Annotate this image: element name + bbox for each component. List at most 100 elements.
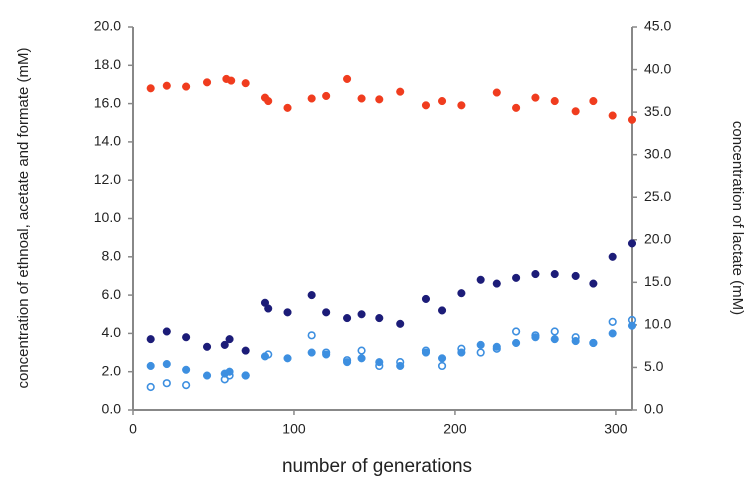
point xyxy=(589,338,598,348)
point xyxy=(182,365,191,374)
y2-axis-label: concentration of lactate (mM) xyxy=(729,121,746,315)
point xyxy=(571,333,580,342)
point xyxy=(476,348,485,357)
point xyxy=(225,371,234,380)
point xyxy=(437,361,447,371)
point xyxy=(492,344,501,353)
point xyxy=(457,101,466,110)
point xyxy=(608,252,617,261)
point xyxy=(492,342,501,351)
point xyxy=(375,361,384,371)
point xyxy=(357,94,366,103)
point xyxy=(421,101,431,110)
y2-tick-label: 20.0 xyxy=(644,230,671,246)
point xyxy=(357,310,366,319)
point xyxy=(396,358,405,367)
y-tick-label: 20.0 xyxy=(94,18,121,34)
point xyxy=(512,273,521,282)
point xyxy=(627,315,637,325)
point xyxy=(492,279,501,288)
point xyxy=(322,308,331,317)
point xyxy=(283,308,292,317)
point xyxy=(589,96,598,106)
x-tick-label: 300 xyxy=(604,421,628,437)
point xyxy=(182,333,191,342)
y-tick-label: 18.0 xyxy=(94,56,121,72)
point xyxy=(571,271,580,281)
point xyxy=(202,78,212,87)
point xyxy=(220,375,229,384)
point xyxy=(531,269,540,279)
point xyxy=(627,321,637,330)
y-tick-label: 6.0 xyxy=(102,286,122,302)
point xyxy=(438,306,447,315)
point xyxy=(146,84,155,93)
point xyxy=(396,319,405,328)
point xyxy=(162,359,171,369)
point xyxy=(227,76,236,85)
point xyxy=(550,327,559,336)
y-tick-label: 8.0 xyxy=(102,248,122,264)
point xyxy=(307,331,316,340)
point xyxy=(589,279,598,288)
point xyxy=(457,344,466,353)
point xyxy=(476,340,485,349)
point xyxy=(492,88,501,97)
point xyxy=(421,294,431,303)
point xyxy=(264,96,273,106)
point xyxy=(241,79,250,88)
x-tick-label: 200 xyxy=(443,421,467,437)
point xyxy=(550,335,559,344)
y2-tick-label: 15.0 xyxy=(644,273,671,289)
point xyxy=(357,346,366,355)
point xyxy=(357,354,366,363)
y-tick-label: 16.0 xyxy=(94,94,121,110)
point xyxy=(457,289,466,298)
point xyxy=(375,95,384,104)
point xyxy=(627,115,637,124)
y2-tick-label: 10.0 xyxy=(644,316,671,332)
point xyxy=(182,381,191,390)
y2-tick-label: 0.0 xyxy=(644,401,664,417)
point xyxy=(531,331,540,340)
point xyxy=(438,96,447,106)
point xyxy=(512,103,521,112)
y2-tick-label: 35.0 xyxy=(644,103,671,119)
y-tick-label: 14.0 xyxy=(94,133,121,149)
y-tick-label: 12.0 xyxy=(94,171,121,187)
point xyxy=(571,107,580,116)
point xyxy=(162,81,171,90)
point xyxy=(322,91,331,100)
point xyxy=(531,93,540,102)
point xyxy=(421,348,431,357)
y-tick-label: 0.0 xyxy=(102,401,122,417)
point xyxy=(550,269,559,279)
y2-tick-label: 30.0 xyxy=(644,145,671,161)
y-tick-label: 10.0 xyxy=(94,209,121,225)
point xyxy=(241,346,250,355)
point xyxy=(146,382,155,392)
point xyxy=(264,304,273,313)
point xyxy=(182,82,191,91)
point xyxy=(322,350,331,359)
point xyxy=(202,342,212,351)
point xyxy=(512,327,521,336)
point xyxy=(342,356,352,365)
point xyxy=(343,74,352,83)
y2-tick-label: 45.0 xyxy=(644,18,671,34)
y-tick-label: 2.0 xyxy=(102,362,122,378)
point xyxy=(162,379,171,388)
point xyxy=(608,111,617,120)
y2-tick-label: 5.0 xyxy=(644,358,664,374)
point xyxy=(343,314,352,323)
point xyxy=(343,358,352,367)
x-tick-label: 0 xyxy=(129,421,137,437)
y-axis-label: concentration of ethnoal, acetate and fo… xyxy=(15,47,32,388)
point xyxy=(202,371,212,380)
point xyxy=(146,335,155,344)
point xyxy=(307,291,316,300)
point xyxy=(241,371,250,380)
point xyxy=(396,87,405,96)
point xyxy=(531,333,540,342)
